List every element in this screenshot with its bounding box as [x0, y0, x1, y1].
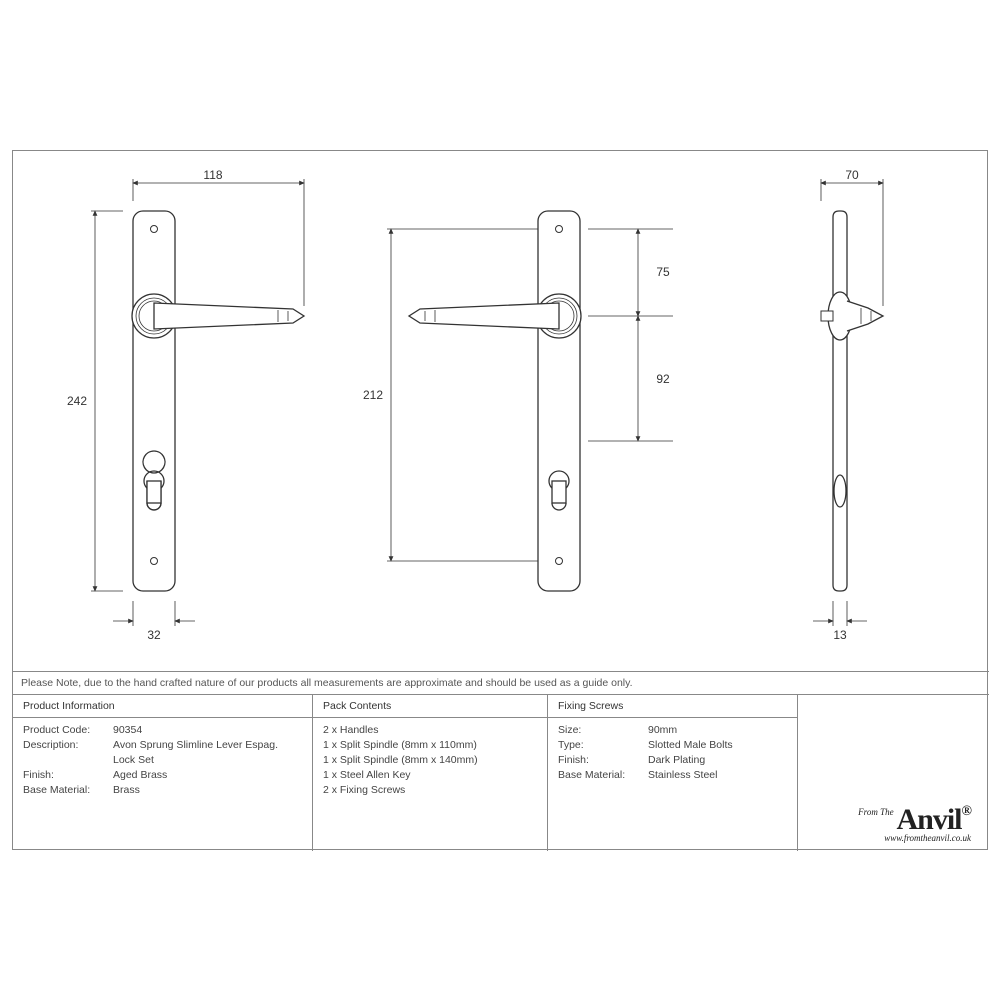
pack-item: 2 x Fixing Screws: [323, 784, 537, 796]
dim-92: 92: [656, 372, 669, 386]
col-logo: From The Anvil® www.fromtheanvil.co.uk: [798, 695, 989, 851]
product-row: Lock Set: [23, 754, 302, 766]
screws-row: Finish:Dark Plating: [558, 754, 787, 766]
technical-drawing: 118 242 32 212 75 92 70 13: [13, 151, 989, 671]
dim-32: 32: [147, 628, 160, 642]
product-row: Product Code:90354: [23, 724, 302, 736]
note-text: Please Note, due to the hand crafted nat…: [13, 671, 989, 695]
logo-main: Anvil: [897, 803, 962, 836]
col-screws: Fixing Screws Size:90mm Type:Slotted Male…: [548, 695, 798, 851]
col-pack-header: Pack Contents: [313, 695, 547, 718]
dim-13: 13: [833, 628, 846, 642]
side-view: [813, 179, 883, 626]
pack-item: 1 x Steel Allen Key: [323, 769, 537, 781]
logo-pre: From The: [858, 807, 893, 817]
front-left-view: [91, 179, 304, 626]
dim-75: 75: [656, 265, 669, 279]
product-row: Finish:Aged Brass: [23, 769, 302, 781]
col-product-header: Product Information: [13, 695, 312, 718]
dim-242: 242: [67, 394, 87, 408]
pack-item: 1 x Split Spindle (8mm x 110mm): [323, 739, 537, 751]
dim-212: 212: [363, 388, 383, 402]
pack-item: 1 x Split Spindle (8mm x 140mm): [323, 754, 537, 766]
drawing-frame: 118 242 32 212 75 92 70 13 Please Note, …: [12, 150, 988, 850]
screws-row: Size:90mm: [558, 724, 787, 736]
col-screws-header: Fixing Screws: [548, 695, 797, 718]
screws-row: Base Material:Stainless Steel: [558, 769, 787, 781]
screws-row: Type:Slotted Male Bolts: [558, 739, 787, 751]
info-table: Product Information Product Code:90354 De…: [13, 695, 989, 851]
product-row: Description:Avon Sprung Slimline Lever E…: [23, 739, 302, 751]
col-pack: Pack Contents 2 x Handles 1 x Split Spind…: [313, 695, 548, 851]
brand-logo: From The Anvil® www.fromtheanvil.co.uk: [858, 803, 971, 843]
product-row: Base Material:Brass: [23, 784, 302, 796]
dim-70: 70: [845, 168, 858, 182]
col-product: Product Information Product Code:90354 De…: [13, 695, 313, 851]
dim-118: 118: [203, 168, 222, 182]
front-right-view: [387, 211, 673, 591]
pack-item: 2 x Handles: [323, 724, 537, 736]
